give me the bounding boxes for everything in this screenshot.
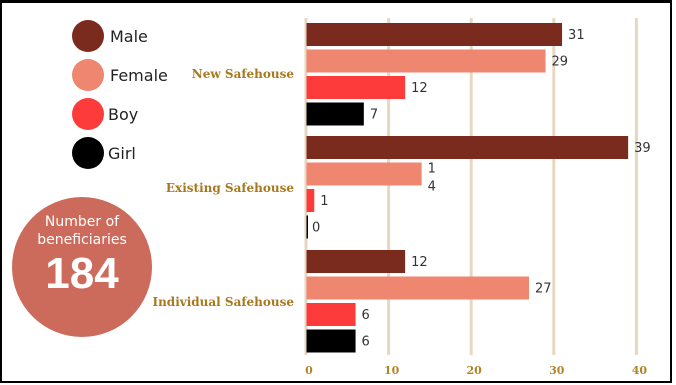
category-label-new-safehouse: New Safehouse	[192, 67, 295, 81]
bar-individual-safehouse-boy	[306, 303, 356, 326]
beneficiaries-badge: Number of beneficiaries 184	[12, 197, 152, 337]
bar-new-safehouse-male	[306, 23, 563, 46]
legend-swatch-male	[72, 20, 104, 52]
bar-existing-safehouse-girl	[306, 215, 308, 239]
legend-swatch-girl	[72, 137, 104, 169]
badge-value: 184	[45, 249, 119, 298]
bar-new-safehouse-girl	[306, 102, 364, 126]
data-label: 39	[634, 141, 651, 156]
bar-individual-safehouse-girl	[306, 329, 356, 353]
data-label: 27	[535, 282, 552, 297]
legend-label-boy: Boy	[108, 105, 139, 124]
data-label: 0	[312, 221, 320, 236]
data-label: 7	[370, 108, 378, 123]
data-label: 12	[411, 81, 428, 96]
bar-existing-safehouse-male	[306, 136, 629, 159]
data-label: 31	[568, 28, 585, 43]
bar-existing-safehouse-boy	[306, 189, 315, 212]
x-tick-label: 40	[632, 364, 648, 377]
legend-swatch-female	[72, 59, 104, 91]
category-label-existing-safehouse: Existing Safehouse	[166, 181, 294, 195]
x-tick-label: 30	[549, 364, 565, 377]
legend-label-female: Female	[110, 66, 168, 85]
data-label: 6	[362, 335, 370, 350]
category-label-individual-safehouse: Individual Safehouse	[152, 295, 294, 309]
bar-new-safehouse-boy	[306, 76, 406, 99]
badge-label: Number of beneficiaries	[37, 214, 127, 248]
legend-label-girl: Girl	[108, 144, 136, 163]
bar-individual-safehouse-female	[306, 276, 530, 300]
x-tick-label: 0	[305, 364, 313, 377]
bar-existing-safehouse-female	[306, 162, 422, 186]
x-tick-label: 10	[384, 364, 400, 377]
data-label: 12	[411, 255, 428, 270]
bar-individual-safehouse-male	[306, 250, 406, 273]
legend-label-male: Male	[110, 27, 148, 46]
data-label: 29	[552, 55, 569, 70]
data-label: 6	[362, 308, 370, 323]
x-tick-label: 20	[467, 364, 483, 377]
bar-new-safehouse-female	[306, 49, 546, 73]
data-label: 1	[320, 194, 328, 209]
legend-swatch-boy	[72, 98, 104, 130]
